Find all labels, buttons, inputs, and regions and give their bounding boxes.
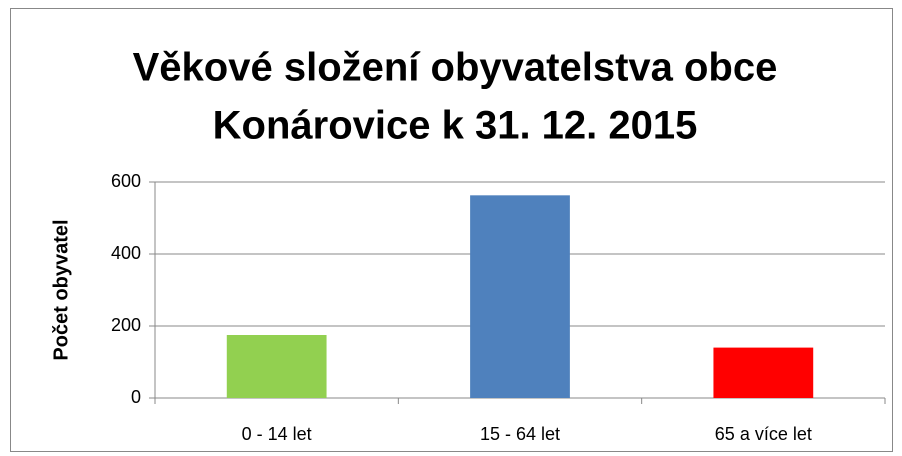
x-tick-label: 0 - 14 let: [242, 424, 312, 444]
bar: [226, 335, 327, 398]
x-tick-label: 65 a více let: [715, 424, 812, 444]
bar: [470, 195, 570, 398]
chart-title: Věkové složení obyvatelstva obce: [133, 46, 778, 90]
chart-title: Konárovice k 31. 12. 2015: [213, 104, 698, 148]
y-tick-label: 200: [111, 315, 141, 335]
y-axis-label: Počet obyvatel: [50, 219, 72, 360]
y-tick-label: 0: [131, 387, 141, 407]
bar: [713, 347, 814, 398]
x-tick-label: 15 - 64 let: [480, 424, 560, 444]
y-tick-label: 600: [111, 171, 141, 191]
y-tick-label: 400: [111, 243, 141, 263]
